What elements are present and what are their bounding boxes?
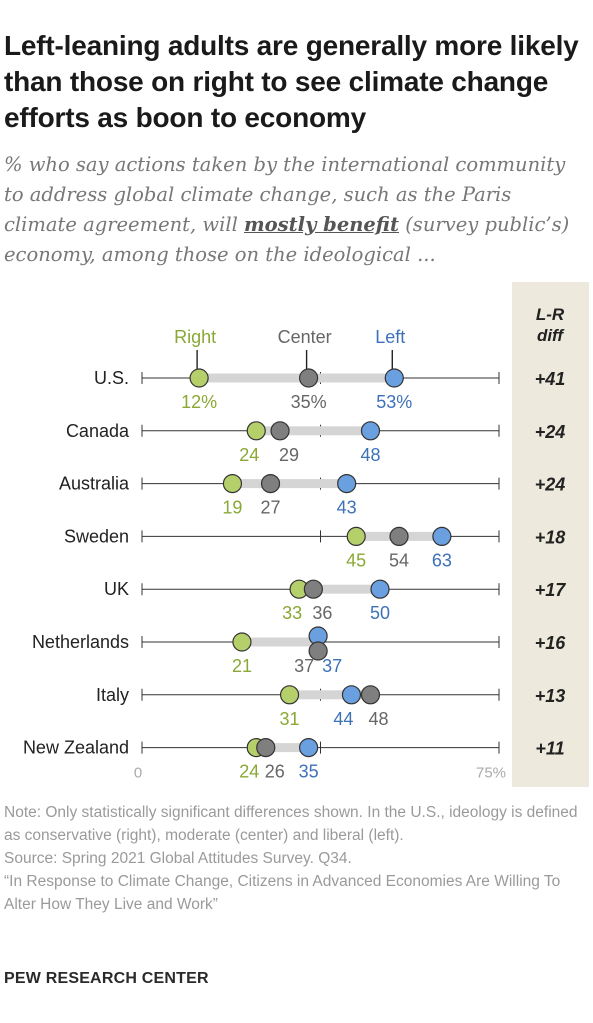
value-label-left: 53% bbox=[376, 392, 412, 412]
value-label-right: 24 bbox=[239, 762, 259, 782]
dot-center bbox=[360, 685, 381, 705]
dot-center bbox=[260, 474, 281, 494]
country-label: Sweden bbox=[64, 526, 129, 546]
dot-left bbox=[360, 421, 381, 441]
value-label-center: 26 bbox=[265, 762, 285, 782]
value-label-left: 43 bbox=[337, 498, 357, 518]
dot-right bbox=[279, 685, 300, 705]
dot-center bbox=[389, 526, 409, 547]
value-label-left: 63 bbox=[432, 550, 452, 570]
value-label-left: 35 bbox=[299, 762, 319, 782]
dot-right bbox=[189, 368, 209, 388]
dot-right bbox=[246, 421, 266, 441]
diff-value: +17 bbox=[535, 580, 567, 600]
brand-logo-text: PEW RESEARCH CENTER bbox=[4, 970, 209, 987]
dot-right bbox=[346, 526, 366, 547]
range-bar bbox=[299, 584, 380, 594]
value-label-center: 54 bbox=[389, 550, 409, 570]
range-bar bbox=[256, 743, 309, 753]
dot-right bbox=[222, 474, 243, 494]
value-label-right: 21 bbox=[232, 656, 252, 676]
dot-left bbox=[370, 579, 390, 599]
legend-label-center: Center bbox=[278, 327, 332, 347]
note-text: Note: Only statistically significant dif… bbox=[4, 804, 578, 844]
country-label: Italy bbox=[96, 685, 129, 705]
legend-label-left: Left bbox=[375, 327, 405, 347]
country-label: U.S. bbox=[94, 368, 129, 388]
dot-left bbox=[341, 685, 362, 705]
dot-center bbox=[270, 421, 290, 441]
diff-header-line-1: L-R bbox=[536, 305, 565, 324]
subtitle-text-end: (survey public’s) economy, among those o… bbox=[4, 213, 570, 266]
dot-right bbox=[232, 632, 252, 652]
diff-header-line-2: diff bbox=[537, 326, 565, 345]
diff-value: +24 bbox=[535, 422, 566, 442]
value-label-center: 27 bbox=[261, 498, 281, 518]
chart-title: Left-leaning adults are generally more l… bbox=[4, 30, 579, 133]
country-label: Netherlands bbox=[32, 632, 129, 652]
country-label: New Zealand bbox=[23, 738, 129, 758]
report-title: “In Response to Climate Change, Citizens… bbox=[4, 873, 561, 913]
x-tick-label-min: 0 bbox=[134, 765, 142, 782]
dot-left bbox=[432, 526, 452, 547]
diff-value: +41 bbox=[535, 369, 566, 389]
x-tick-label-max: 75% bbox=[476, 765, 506, 782]
legend-label-right: Right bbox=[174, 327, 216, 347]
dot-range-chart: L-R diff Right Center Left U.S. 12% 35% 53% +41 Ca… bbox=[23, 282, 589, 787]
value-label-center: 35% bbox=[291, 392, 327, 412]
value-label-center: 36 bbox=[312, 603, 332, 623]
range-bar bbox=[256, 426, 371, 436]
value-label-center: 29 bbox=[279, 445, 299, 465]
range-bar bbox=[289, 690, 371, 700]
notes-block: Note: Only statistically significant dif… bbox=[4, 801, 589, 916]
subtitle-text: % who say actions taken by the internati… bbox=[4, 153, 566, 236]
dot-center bbox=[256, 737, 276, 758]
chart-subtitle: % who say actions taken by the internati… bbox=[4, 150, 589, 270]
diff-panel bbox=[512, 282, 589, 787]
diff-value: +18 bbox=[535, 527, 566, 547]
subtitle-emphasis: mostly benefit bbox=[244, 213, 399, 236]
value-label-right: 33 bbox=[282, 603, 302, 623]
country-label: Canada bbox=[66, 421, 130, 441]
dot-left bbox=[337, 474, 357, 494]
value-label-right: 24 bbox=[239, 445, 259, 465]
country-label: UK bbox=[104, 579, 129, 599]
dot-center bbox=[299, 368, 319, 388]
value-label-right: 12% bbox=[181, 392, 217, 412]
value-label-left: 37 bbox=[322, 656, 342, 676]
value-label-right: 45 bbox=[346, 550, 366, 570]
dot-left bbox=[299, 737, 319, 758]
diff-value: +24 bbox=[535, 475, 566, 495]
diff-value: +16 bbox=[535, 633, 567, 653]
dot-left bbox=[384, 368, 404, 388]
dot-center bbox=[303, 579, 323, 599]
value-label-center: 48 bbox=[368, 709, 388, 729]
dot-center bbox=[308, 641, 328, 661]
diff-value: +11 bbox=[535, 739, 564, 759]
value-label-left: 48 bbox=[360, 445, 380, 465]
value-label-center: 37 bbox=[294, 656, 314, 676]
value-label-right: 31 bbox=[280, 709, 300, 729]
diff-value: +13 bbox=[535, 686, 566, 706]
range-bar bbox=[199, 373, 395, 383]
source-text: Source: Spring 2021 Global Attitudes Sur… bbox=[4, 850, 352, 867]
country-label: Australia bbox=[59, 474, 130, 494]
range-bar bbox=[241, 637, 319, 647]
value-label-left: 44 bbox=[333, 709, 353, 729]
value-label-right: 19 bbox=[222, 498, 242, 518]
range-bar bbox=[232, 479, 347, 489]
value-label-left: 50 bbox=[370, 603, 390, 623]
